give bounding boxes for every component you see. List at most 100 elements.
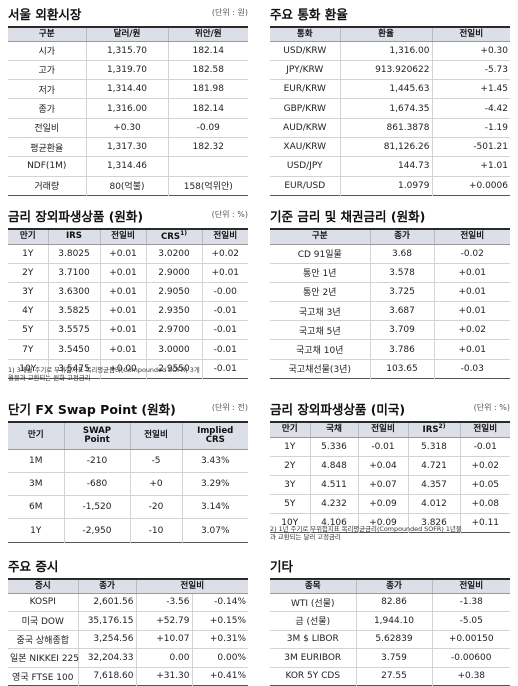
stocks-cell: 0.00 [135,648,192,668]
base_rates-cell: 국고채 5년 [270,320,370,341]
stocks-cell: 3,254.56 [77,630,136,649]
others-header-label: 종가 [386,580,402,591]
short_fx_deriv-header-label: 전일비 [213,231,238,242]
short_fx_deriv-cell: 3Y [8,282,48,303]
stocks-cell: -0.14% [191,593,249,612]
swap_point-cell: 1Y [30,525,42,536]
base_rates-row: 통안 1년 3.578 +0.01 [270,263,510,283]
others-cell: 82.86 [355,593,432,612]
short_fx_deriv-header-2: 전일비 [99,229,146,245]
others-row: WTI (선물) 82.86 -1.38 [270,593,510,612]
major_fx-cell: -1.19 [431,118,510,138]
seoul_fx-cell: 고가 [8,60,86,81]
short_fx_deriv-cell: 3.7100 [47,263,100,283]
seoul_fx-row: 전일비 +0.30 -0.09 [8,118,248,138]
short_fx_deriv-cell: 2Y [8,263,48,283]
swap_point-header-3-line: Implied [197,425,234,436]
major_fx-cell: 144.73 [339,156,432,177]
major_fx-cell: +1.45 [431,79,510,100]
stocks-header-label: 종가 [99,580,115,591]
swap_point-header-3: Implied CRS [181,422,248,450]
us_deriv-header-3: IRS2) [407,422,460,438]
short_fx_deriv-header-0: 만기 [8,229,48,245]
others-cell: WTI (선물) [270,593,356,612]
major_fx-row: GBP/KRW 1,674.35 -4.42 [270,98,510,119]
swap_point-cell: -2,950 [63,518,130,543]
base_rates-header-1: 종가 [369,229,434,245]
major-fx-table: 통화 환율 전일비 USD/KRW 1,316.00 +0.30 JPY/KRW 913.92… [270,26,510,196]
krw-deriv-title: 금리 장외파생상품 (원화) [8,209,144,224]
others-cell: 27.55 [355,667,432,686]
us_deriv-cell: 4.012 [407,494,460,515]
short_fx_deriv-cell: +0.02 [201,244,248,264]
major_fx-header-label: 환율 [378,28,394,39]
short_fx_deriv-header-1: IRS [47,229,100,245]
swap_point-cell: 3.14% [181,495,248,520]
stocks-header-0: 증시 [8,579,78,594]
seoul_fx-cell: 1,314.40 [85,79,168,100]
us_deriv-row: 5Y 4.232 +0.09 4.012 +0.08 [270,494,510,515]
major_fx-cell: 1.0979 [339,176,432,196]
base_rates-cell: +0.01 [433,339,510,360]
major_fx-row: EUR/USD 1.0979 +0.0006 [270,176,510,196]
stocks-cell: +0.31% [191,630,249,649]
base_rates-cell: -0.02 [433,244,510,264]
us_deriv-cell: 10Y [281,518,299,529]
seoul_fx-row: 종가 1,316.00 182.14 [8,98,248,119]
major_fx-cell: 1,674.35 [339,98,432,119]
others-header-0: 종목 [270,579,356,594]
krw-deriv-unit: (단위 : %) [211,210,248,219]
major_fx-cell: USD/JPY [270,156,340,177]
others-header-label: 전일비 [459,580,484,591]
us_deriv-cell: +0.05 [459,475,510,496]
seoul_fx-row: 평균환율 1,317.30 182.32 [8,137,248,158]
others-cell: 5.62839 [355,630,432,649]
base_rates-cell: 국고채선물(3년) [288,365,351,376]
us_deriv-cell: 5.336 [309,437,358,457]
us_deriv-cell: -0.01 [459,437,510,457]
us_deriv-cell: 4.106 [309,513,358,533]
short_fx_deriv-row: 7Y 3.5450 +0.01 3.0000 -0.01 [8,339,248,360]
base_rates-cell: 3.578 [369,263,434,283]
major_fx-cell: -501.21 [431,137,510,158]
us_deriv-cell: 2Y [270,456,310,476]
swap_point-header-2: 전일비 [129,422,182,450]
base_rates-cell: +0.02 [433,320,510,341]
major_fx-cell: GBP/KRW [270,98,340,119]
base_rates-row: 국고채선물(3년) 103.65 -0.03 [270,359,510,379]
major_fx-cell: JPY/KRW [270,60,340,81]
us_deriv-cell: 1Y [270,437,310,457]
major_fx-cell: XAU/KRW [270,137,340,158]
seoul_fx-row: NDF(1M) 1,314.46 [8,156,248,177]
short_fx_deriv-cell: 3.5825 [47,301,100,322]
seoul_fx-cell: 1,319.70 [85,60,168,81]
others-cell: -0.00600 [431,648,510,668]
short_fx_deriv-cell: 3.6300 [47,282,100,303]
seoul_fx-header-label: 구분 [38,28,55,39]
us_deriv-cell: +0.08 [459,494,510,515]
base_rates-row: 국고채 10년 3.786 +0.01 [270,339,510,360]
others-cell: 1,944.10 [355,611,432,631]
short_fx_deriv-cell: 3.0200 [145,244,202,264]
base_rates-cell: 국고채 3년 [270,301,370,322]
us_deriv-header-label: IRS [422,425,439,436]
seoul_fx-header-label: 달러/원 [113,28,141,39]
us_deriv-cell: 4.721 [407,456,460,476]
base_rates-cell: 국고채 10년 [270,339,370,360]
us_deriv-cell: 3Y [270,475,310,496]
swap_point-header-0-line: 만기 [27,430,44,441]
stocks-header-label: 전일비 [180,580,205,591]
major_fx-cell: 1,316.00 [339,41,432,61]
seoul_fx-cell: 1,317.30 [85,137,168,158]
major_fx-cell: AUD/KRW [270,118,340,138]
others-cell: -5.05 [431,611,510,631]
us-deriv-title: 금리 장외파생상품 (미국) [270,402,406,417]
stocks-header-2: 전일비 [135,579,249,594]
short_fx_deriv-cell: 3.5450 [47,339,100,360]
short_fx_deriv-cell: +0.01 [99,320,146,341]
base_rates-cell: 통안 1년 [270,263,370,283]
base_rates-cell: +0.01 [433,301,510,322]
seoul_fx-cell: 80(억불) [85,176,168,196]
base_rates-cell: -0.03 [433,359,510,379]
base_rates-cell: +0.01 [433,263,510,283]
